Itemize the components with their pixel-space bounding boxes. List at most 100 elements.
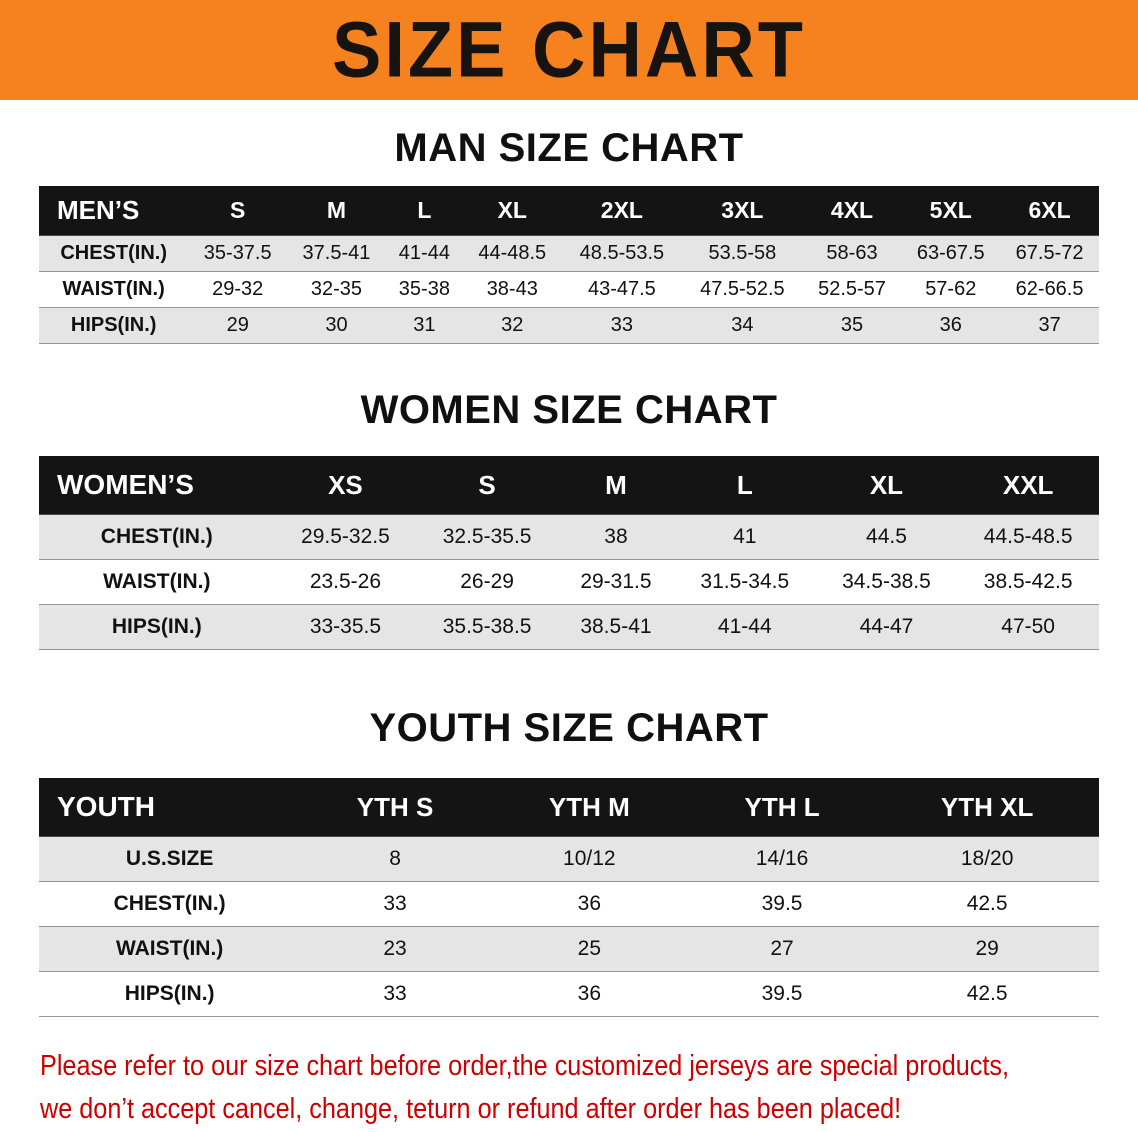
size-value-cell: 47.5-52.5 (700, 278, 785, 300)
size-value-cell: 53.5-58 (708, 242, 777, 264)
measure-row-label: U.S.SIZE (125, 847, 214, 870)
size-column-header: 2XL (561, 186, 683, 236)
size-column-header: M (557, 456, 674, 515)
size-value-cell: 10/12 (563, 847, 616, 870)
size-value-cell: 36 (577, 982, 602, 1005)
size-value-cell: 39.5 (761, 892, 803, 915)
women-size-chart-section: WOMEN SIZE CHART WOMEN’S XS S M L XL XXL CHEST(… (0, 388, 1138, 650)
size-column-header: M (287, 186, 386, 236)
measure-row-label: HIPS(IN.) (111, 615, 202, 638)
size-value-cell: 29.5-32.5 (301, 525, 390, 548)
size-value-cell: 33 (383, 982, 407, 1005)
table-header-row: MEN’S S M L XL 2XL 3XL 4XL 5XL 6XL (39, 186, 1099, 236)
disclaimer-line-1: Please refer to our size chart before or… (40, 1050, 1010, 1082)
size-value-cell: 37.5-41 (302, 242, 371, 264)
measurement-row: WAIST(IN.) 29-32 32-35 35-38 38-43 43-47.5 47.… (39, 271, 1099, 308)
size-column-header: YTH L (688, 778, 876, 837)
women-size-chart-heading: WOMEN SIZE CHART (360, 388, 778, 432)
size-value-cell: 38 (604, 525, 628, 548)
size-value-cell: 34.5-38.5 (842, 570, 931, 593)
size-value-cell: 30 (325, 314, 348, 336)
youth-size-table: YOUTH YTH S YTH M YTH L YTH XL U.S.SIZE 8 10/12… (39, 778, 1099, 1017)
size-column-header: YTH S (300, 778, 490, 837)
size-column-header: YTH M (489, 778, 689, 837)
size-value-cell: 44-48.5 (478, 242, 547, 264)
measurement-row: WAIST(IN.) 23 25 27 29 (39, 926, 1099, 972)
size-value-cell: 43-47.5 (587, 278, 656, 300)
size-value-cell: 29 (975, 937, 999, 960)
size-value-cell: 38.5-42.5 (983, 570, 1073, 593)
size-column-header: XL (815, 456, 958, 515)
table-title-cell: YOUTH (39, 778, 301, 837)
size-value-cell: 41-44 (398, 242, 450, 264)
size-value-cell: 31 (413, 314, 436, 336)
size-value-cell: 29-31.5 (580, 570, 652, 593)
size-column-header: L (673, 456, 816, 515)
table-header-row: YOUTH YTH S YTH M YTH L YTH XL (39, 778, 1099, 837)
size-column-header: YTH XL (875, 778, 1099, 837)
table-title-cell: MEN’S (39, 186, 189, 236)
size-value-cell: 23 (383, 937, 407, 960)
size-value-cell: 14/16 (755, 847, 809, 870)
size-value-cell: 48.5-53.5 (579, 242, 665, 264)
size-value-cell: 67.5-72 (1015, 242, 1084, 264)
measurement-row: CHEST(IN.) 35-37.5 37.5-41 41-44 44-48.5 48.5… (39, 235, 1099, 272)
table-header-row: WOMEN’S XS S M L XL XXL (39, 456, 1099, 515)
size-value-cell: 42.5 (966, 892, 1008, 915)
size-value-cell: 35-37.5 (203, 242, 272, 264)
measure-row-label: WAIST(IN.) (103, 570, 211, 593)
size-value-cell: 44.5-48.5 (983, 525, 1073, 548)
size-value-cell: 8 (389, 847, 401, 870)
youth-size-chart-section: YOUTH SIZE CHART YOUTH YTH S YTH M YTH L YTH… (0, 706, 1138, 1017)
size-value-cell: 41 (733, 525, 757, 548)
size-value-cell: 29 (226, 314, 249, 336)
size-column-header: XS (274, 456, 417, 515)
size-value-cell: 33 (383, 892, 407, 915)
size-value-cell: 62-66.5 (1015, 278, 1084, 300)
size-column-header: 4XL (802, 186, 902, 236)
size-value-cell: 32 (501, 314, 524, 336)
table-title-cell: WOMEN’S (39, 456, 275, 515)
size-value-cell: 32.5-35.5 (442, 525, 532, 548)
size-value-cell: 31.5-34.5 (700, 570, 790, 593)
size-value-cell: 42.5 (966, 982, 1008, 1005)
size-value-cell: 39.5 (761, 982, 803, 1005)
size-column-header: XXL (957, 456, 1099, 515)
size-value-cell: 29-32 (212, 278, 264, 300)
size-chart-banner: SIZE CHART (0, 0, 1138, 100)
size-value-cell: 25 (577, 937, 602, 960)
size-value-cell: 35-38 (398, 278, 450, 300)
measure-row-label: HIPS(IN.) (70, 314, 157, 336)
size-value-cell: 52.5-57 (818, 278, 886, 300)
size-value-cell: 27 (770, 937, 794, 960)
size-column-header: 6XL (1000, 186, 1099, 236)
size-value-cell: 18/20 (960, 847, 1014, 870)
size-value-cell: 34 (731, 314, 754, 336)
size-value-cell: 58-63 (826, 242, 878, 264)
size-column-header: S (188, 186, 288, 236)
disclaimer-notice: Please refer to our size chart before or… (40, 1049, 1138, 1127)
mens-size-table: MEN’S S M L XL 2XL 3XL 4XL 5XL 6XL CHEST(IN.) 35-37… (39, 186, 1099, 344)
size-value-cell: 33-35.5 (309, 615, 382, 638)
size-value-cell: 35 (840, 314, 864, 336)
measurement-row: WAIST(IN.) 23.5-26 26-29 29-31.5 31.5-34.5 34… (39, 559, 1099, 605)
size-column-header: 5XL (901, 186, 1001, 236)
size-value-cell: 37 (1038, 314, 1061, 336)
size-value-cell: 38-43 (486, 278, 538, 300)
size-value-cell: 38.5-41 (580, 615, 652, 638)
measurement-row: HIPS(IN.) 33 36 39.5 42.5 (39, 971, 1099, 1017)
size-value-cell: 44-47 (859, 615, 914, 638)
measurement-row: U.S.SIZE 8 10/12 14/16 18/20 (39, 836, 1099, 882)
measurement-row: CHEST(IN.) 29.5-32.5 32.5-35.5 38 41 44.5 44.5… (39, 514, 1099, 560)
page-title: SIZE CHART (332, 5, 806, 94)
man-size-chart-section: MAN SIZE CHART MEN’S S M L XL 2XL 3XL 4XL 5XL 6XL… (0, 126, 1138, 344)
size-value-cell: 36 (939, 314, 962, 336)
size-value-cell: 47-50 (1001, 615, 1055, 638)
measure-row-label: CHEST(IN.) (60, 242, 167, 264)
measurement-row: HIPS(IN.) 29 30 31 32 33 34 35 36 37 (39, 307, 1099, 344)
man-size-chart-heading: MAN SIZE CHART (394, 126, 744, 170)
size-value-cell: 36 (577, 892, 602, 915)
size-value-cell: 63-67.5 (916, 242, 985, 264)
size-value-cell: 41-44 (717, 615, 772, 638)
measure-row-label: HIPS(IN.) (124, 982, 215, 1005)
